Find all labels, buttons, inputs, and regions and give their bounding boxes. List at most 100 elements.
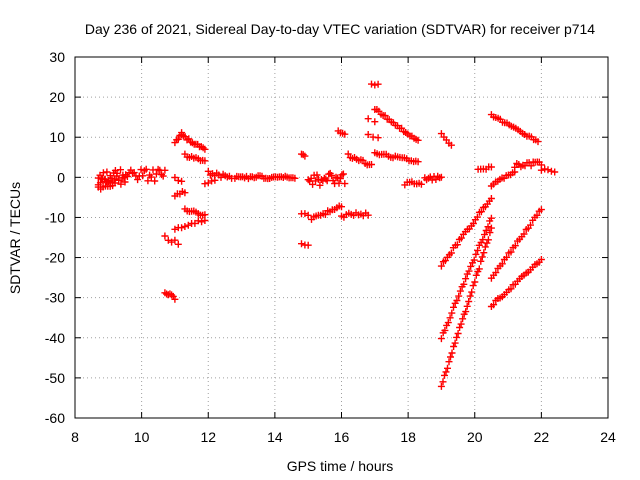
data-point-plus bbox=[371, 81, 379, 89]
data-point-plus bbox=[475, 265, 483, 273]
x-axis-label: GPS time / hours bbox=[287, 458, 394, 474]
data-point-plus bbox=[301, 210, 309, 218]
data-point-plus bbox=[374, 134, 382, 142]
data-point-plus bbox=[450, 343, 458, 350]
data-point-plus bbox=[301, 152, 309, 160]
data-point-plus bbox=[368, 161, 375, 168]
data-point-plus bbox=[534, 138, 542, 146]
data-point-plus bbox=[477, 208, 485, 216]
data-point-plus bbox=[103, 168, 111, 176]
data-point-plus bbox=[304, 241, 312, 249]
data-point-plus bbox=[338, 171, 346, 179]
data-point-plus bbox=[171, 295, 179, 303]
data-point-plus bbox=[453, 333, 461, 341]
y-tick-label: -60 bbox=[45, 410, 65, 426]
data-point-plus bbox=[339, 170, 347, 178]
data-point-plus bbox=[537, 256, 545, 263]
data-point-plus bbox=[490, 301, 498, 309]
data-point-plus bbox=[439, 378, 447, 386]
data-point-plus bbox=[454, 330, 462, 337]
data-point-plus bbox=[457, 234, 465, 242]
y-tick-label: -20 bbox=[45, 250, 65, 266]
data-point-plus bbox=[470, 256, 478, 264]
data-point-plus bbox=[174, 240, 182, 248]
data-point-plus bbox=[178, 177, 186, 185]
data-point-plus bbox=[111, 179, 119, 187]
x-tick-label: 12 bbox=[200, 429, 216, 445]
y-tick-label: -30 bbox=[45, 290, 65, 306]
x-tick-label: 22 bbox=[534, 429, 550, 445]
data-point-plus bbox=[414, 136, 422, 144]
y-tick-label: 0 bbox=[57, 169, 65, 185]
data-point-plus bbox=[551, 168, 559, 176]
data-point-plus bbox=[171, 225, 179, 233]
y-axis-label: SDTVAR / TECUs bbox=[7, 182, 23, 294]
x-tick-label: 16 bbox=[334, 429, 350, 445]
data-point-plus bbox=[463, 302, 471, 310]
data-point-plus bbox=[472, 250, 480, 258]
plot-frame bbox=[74, 56, 609, 419]
data-point-plus bbox=[291, 174, 299, 182]
data-point-plus bbox=[442, 368, 450, 376]
data-point-plus bbox=[121, 178, 129, 186]
data-point-plus bbox=[147, 173, 155, 181]
data-point-plus bbox=[417, 180, 425, 188]
data-point-plus bbox=[457, 320, 465, 328]
data-point-plus bbox=[451, 339, 459, 347]
data-point-plus bbox=[371, 118, 379, 126]
data-point-plus bbox=[178, 129, 186, 137]
data-point-plus bbox=[113, 172, 121, 180]
data-point-plus bbox=[115, 176, 123, 184]
data-point-plus bbox=[364, 115, 372, 123]
data-point-plus bbox=[544, 166, 552, 174]
data-point-plus bbox=[171, 236, 179, 244]
data-point-plus bbox=[123, 173, 131, 180]
data-point-plus bbox=[336, 175, 344, 183]
data-point-plus bbox=[483, 239, 491, 247]
data-point-plus bbox=[159, 172, 167, 180]
data-point-plus bbox=[448, 349, 456, 357]
data-point-plus bbox=[537, 206, 545, 214]
data-point-plus bbox=[211, 176, 219, 184]
data-point-plus bbox=[471, 278, 479, 286]
y-tick-label: 20 bbox=[49, 89, 65, 105]
data-point-plus bbox=[299, 151, 307, 159]
y-tick-label: -40 bbox=[45, 330, 65, 346]
data-point-plus bbox=[441, 371, 448, 379]
x-tick-label: 8 bbox=[71, 429, 79, 445]
data-point-plus bbox=[178, 224, 186, 232]
tick-layer: 8 10 12 14 16 18 20 22 24 -60 -50 -40 -30 -20 -10 0 10 20… bbox=[45, 49, 616, 445]
data-point-plus bbox=[144, 177, 152, 185]
data-point-plus bbox=[198, 218, 206, 226]
data-point-plus bbox=[437, 382, 445, 390]
data-point-plus bbox=[447, 141, 455, 149]
data-point-plus bbox=[465, 298, 473, 305]
data-point-plus bbox=[456, 287, 464, 295]
x-tick-label: 18 bbox=[400, 429, 416, 445]
data-point-plus bbox=[446, 314, 454, 322]
data-point-plus bbox=[344, 150, 352, 158]
data-point-plus bbox=[447, 249, 455, 257]
data-point-plus bbox=[181, 223, 189, 230]
chart-title: Day 236 of 2021, Sidereal Day-to-day VTE… bbox=[85, 21, 595, 37]
data-point-plus bbox=[472, 271, 480, 279]
data-point-plus bbox=[96, 179, 104, 187]
data-point-plus bbox=[484, 236, 492, 244]
data-point-plus bbox=[527, 221, 534, 229]
data-point-plus bbox=[487, 195, 495, 202]
data-point-plus bbox=[313, 171, 321, 179]
data-point-plus bbox=[151, 177, 159, 185]
data-point-plus bbox=[447, 353, 454, 361]
data-point-plus bbox=[204, 167, 212, 175]
data-point-plus bbox=[547, 167, 555, 175]
data-point-plus bbox=[161, 232, 169, 240]
data-point-plus bbox=[477, 257, 485, 265]
data-point-plus bbox=[486, 229, 494, 237]
data-point-plus bbox=[456, 324, 464, 331]
data-point-plus bbox=[168, 291, 176, 299]
data-point-plus bbox=[481, 231, 488, 239]
data-point-plus bbox=[437, 262, 445, 270]
data-point-plus bbox=[450, 303, 457, 311]
data-point-plus bbox=[323, 177, 331, 185]
